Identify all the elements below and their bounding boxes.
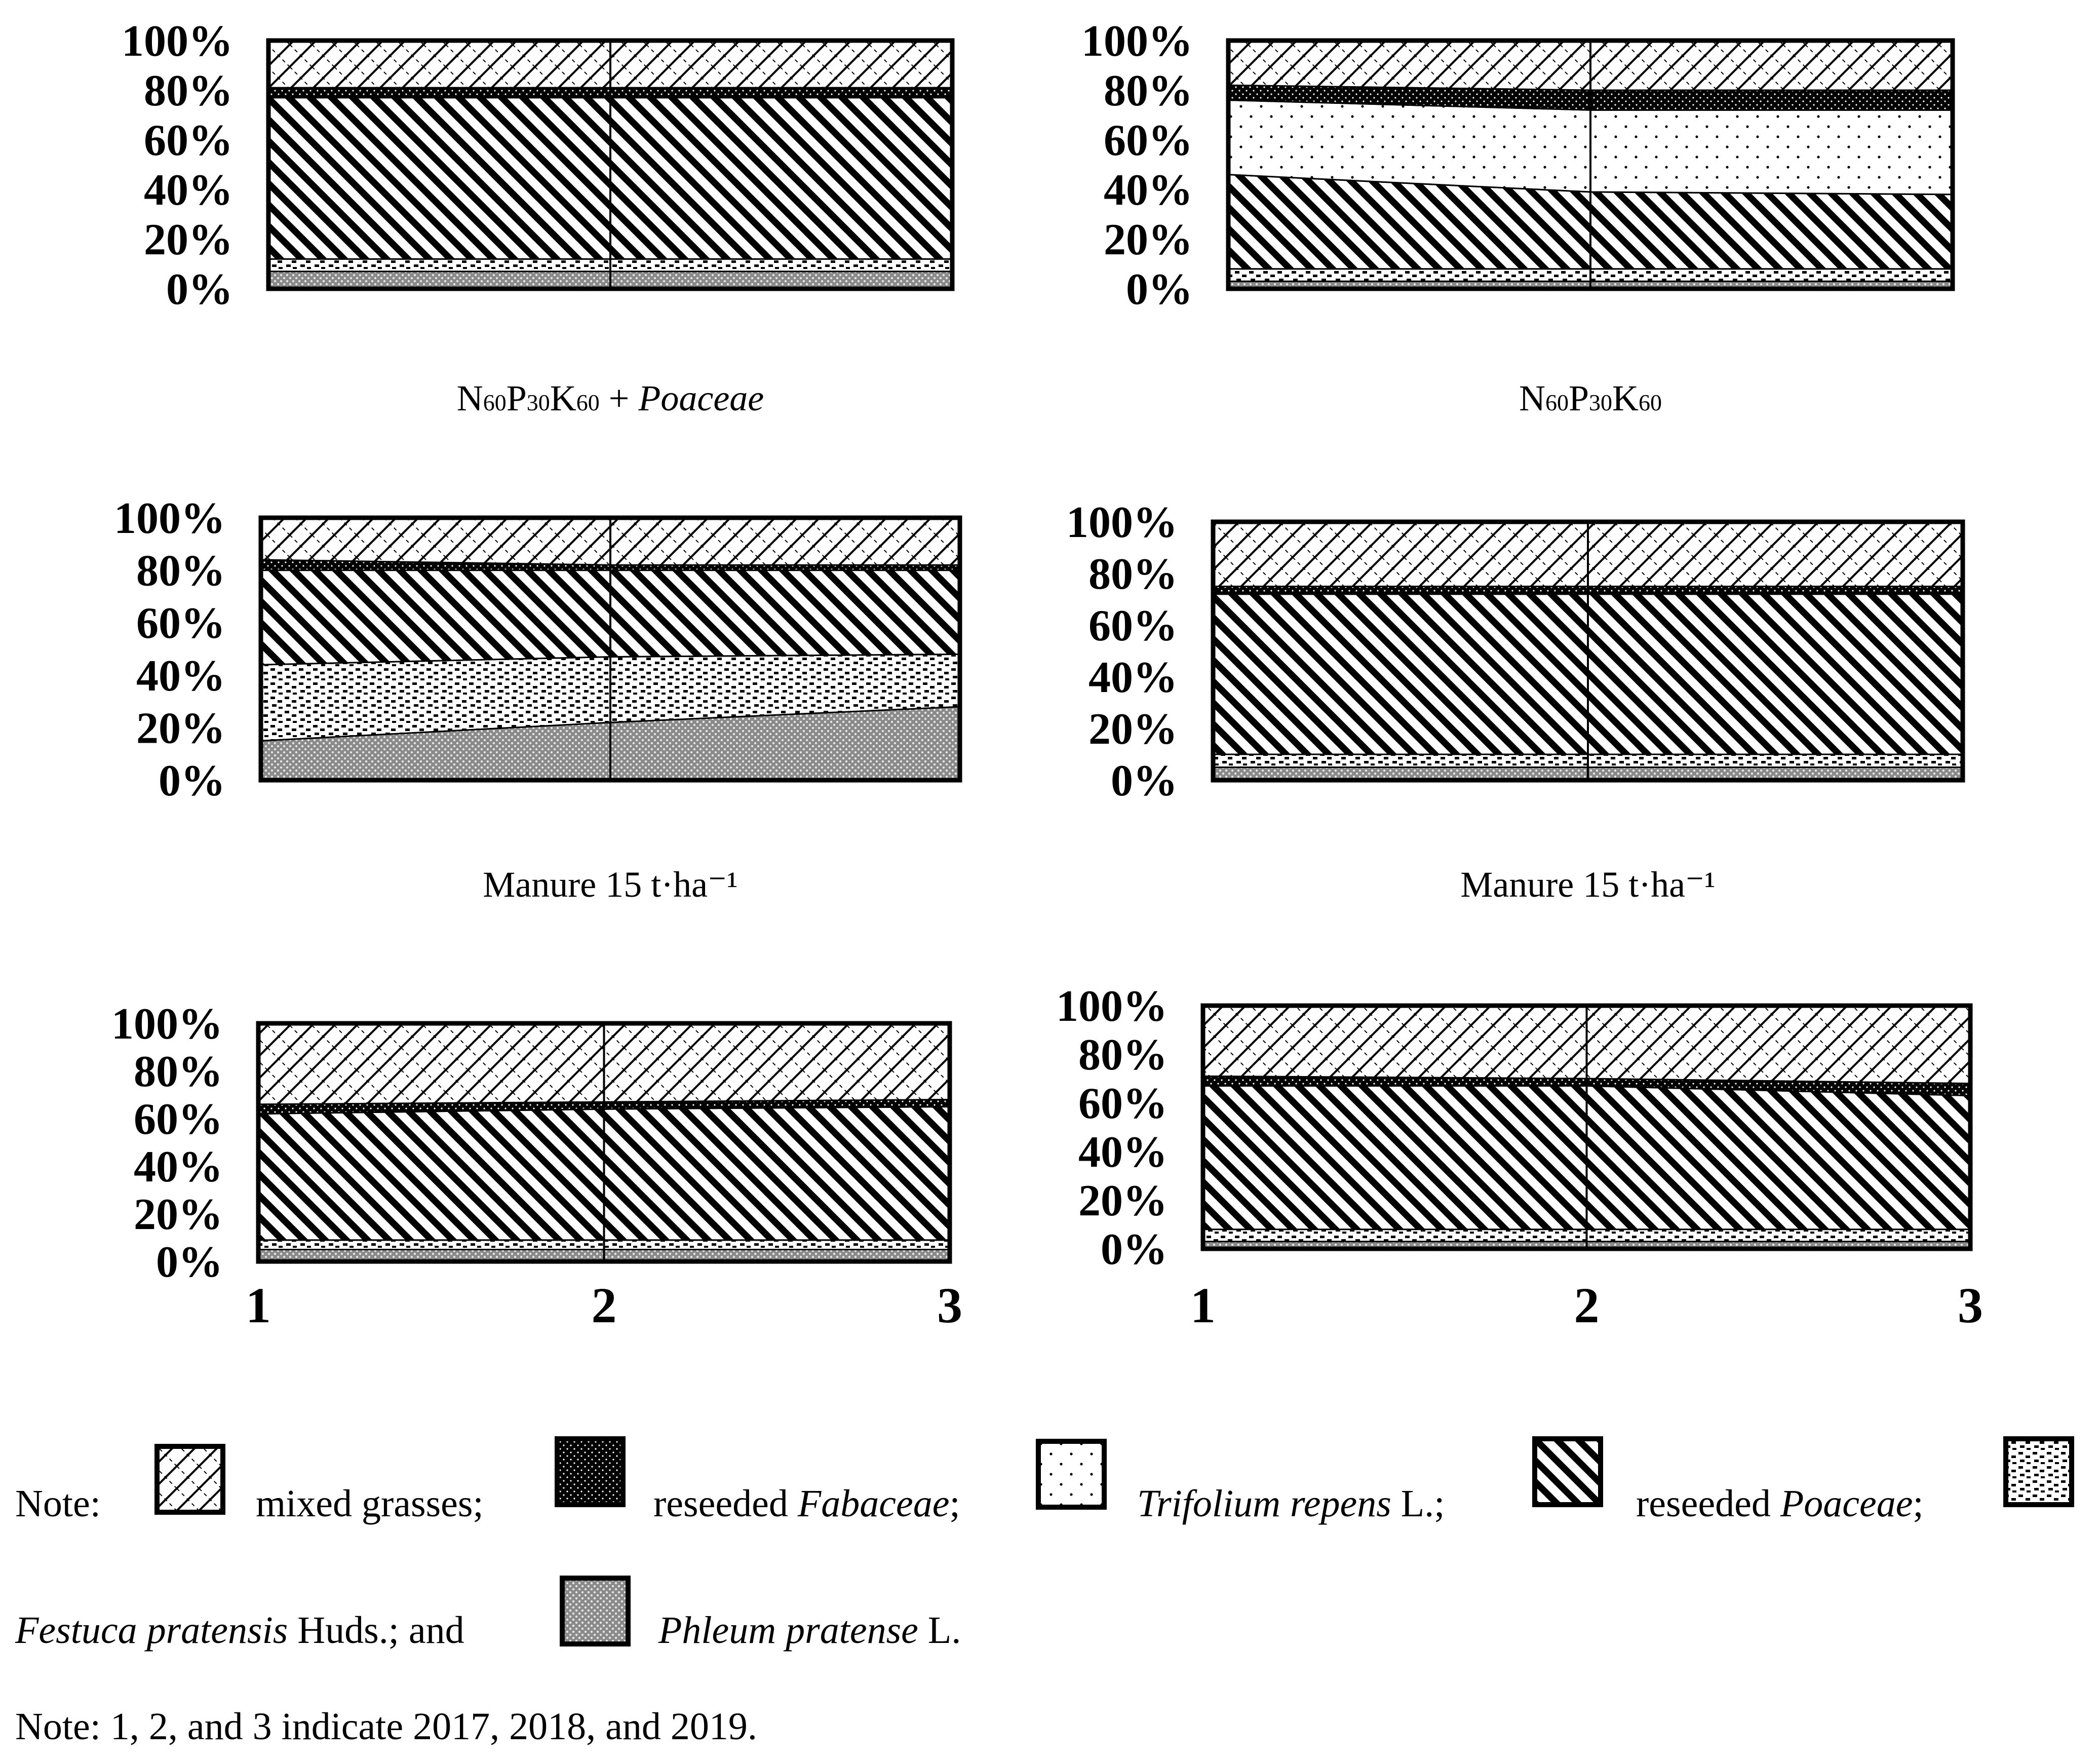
plot-frame [256, 1021, 952, 1264]
plot-frame [266, 38, 955, 291]
legend-text-mixed-grasses: mixed grasses; [256, 1482, 484, 1525]
legend-swatch-reseeded-fabaceae [555, 1436, 626, 1507]
panel-caption: N60P30K60 + Poaceae [457, 378, 764, 418]
y-tick-label: 80% [1104, 66, 1193, 116]
y-tick-label: 100% [1081, 17, 1193, 66]
legend-note-label: Note: [15, 1482, 101, 1525]
y-tick-label: 20% [1088, 705, 1178, 754]
y-tick-label: 0% [1111, 756, 1178, 806]
chart-panel-2: 0%20%40%60%80%100% N60P30K60 [1081, 17, 1955, 418]
panel-caption: N60P30K60 [1519, 378, 1662, 418]
x-tick-label: 2 [592, 1277, 617, 1333]
legend-swatch-phleum-pratense [560, 1576, 631, 1646]
x-tick-label: 1 [1190, 1277, 1216, 1333]
y-tick-label: 20% [136, 704, 225, 753]
legend-text-reseeded-poaceae: reseeded Poaceae; [1636, 1482, 1924, 1525]
y-tick-label: 40% [134, 1142, 223, 1192]
y-tick-label: 100% [122, 17, 233, 66]
chart-panel-3: 0%20%40%60%80%100% Manure 15 t·ha⁻¹ [114, 494, 962, 905]
y-tick-label: 60% [134, 1095, 223, 1144]
y-tick-label: 20% [1104, 215, 1193, 264]
plot-frame [258, 515, 962, 783]
y-tick-label: 80% [134, 1047, 223, 1096]
y-tick-label: 20% [134, 1190, 223, 1239]
y-tick-label: 0% [1101, 1225, 1168, 1274]
y-tick-label: 60% [1104, 116, 1193, 165]
chart-panel-5: 0%20%40%60%80%100% 1 2 3 [111, 1000, 962, 1333]
plot-frame [1200, 1003, 1973, 1251]
y-tick-label: 80% [1088, 550, 1178, 599]
y-tick-label: 100% [1066, 498, 1178, 547]
y-tick-label: 0% [166, 265, 233, 314]
y-tick-label: 40% [136, 652, 225, 701]
y-tick-label: 40% [1088, 653, 1178, 702]
plot-frame [1226, 38, 1955, 291]
chart-panel-6: 0%20%40%60%80%100% 1 2 3 [1056, 982, 1983, 1333]
legend-swatch-festuca-pratensis [2003, 1436, 2074, 1507]
y-tick-label: 60% [1078, 1079, 1168, 1128]
y-tick-label: 60% [144, 116, 233, 165]
y-tick-label: 40% [1104, 166, 1193, 215]
y-tick-label: 40% [1078, 1128, 1168, 1177]
chart-panel-4: 0%20%40%60%80%100% Manure 15 t·ha⁻¹ [1066, 498, 1965, 905]
y-tick-label: 80% [144, 66, 233, 116]
y-tick-label: 20% [1078, 1176, 1168, 1225]
x-tick-label: 2 [1574, 1277, 1600, 1333]
panel-caption: Manure 15 t·ha⁻¹ [483, 864, 737, 905]
y-tick-label: 0% [159, 756, 225, 806]
y-tick-label: 0% [156, 1238, 223, 1287]
legend-swatch-reseeded-poaceae [1532, 1436, 1603, 1507]
x-tick-label: 3 [937, 1277, 962, 1333]
y-tick-label: 20% [144, 215, 233, 264]
y-tick-label: 40% [144, 166, 233, 215]
years-note: Note: 1, 2, and 3 indicate 2017, 2018, a… [15, 1705, 757, 1748]
y-tick-label: 100% [1056, 982, 1168, 1031]
y-tick-label: 60% [1088, 601, 1178, 650]
legend-swatch-trifolium-repens [1036, 1439, 1107, 1510]
y-tick-label: 80% [1078, 1030, 1168, 1080]
x-tick-label: 3 [1958, 1277, 1983, 1333]
y-tick-label: 0% [1126, 265, 1193, 314]
y-tick-label: 60% [136, 599, 225, 648]
y-tick-label: 80% [136, 547, 225, 596]
panel-caption: Manure 15 t·ha⁻¹ [1460, 864, 1715, 905]
y-tick-label: 100% [111, 1000, 223, 1049]
legend-swatch-mixed-grasses [154, 1444, 225, 1515]
chart-panel-1: 0%20%40%60%80%100% N60P30K60 + Poaceae [122, 17, 955, 418]
x-tick-label: 1 [246, 1277, 271, 1333]
legend-text-phleum-pratense: Phleum pratense L. [658, 1609, 961, 1652]
legend-text-festuca-pratensis: Festuca pratensis Huds.; and [15, 1609, 464, 1652]
y-tick-label: 100% [114, 494, 225, 543]
plot-frame [1211, 519, 1965, 783]
legend-text-reseeded-fabaceae: reseeded Fabaceae; [653, 1482, 960, 1525]
legend-text-trifolium-repens: Trifolium repens L.; [1137, 1482, 1445, 1525]
